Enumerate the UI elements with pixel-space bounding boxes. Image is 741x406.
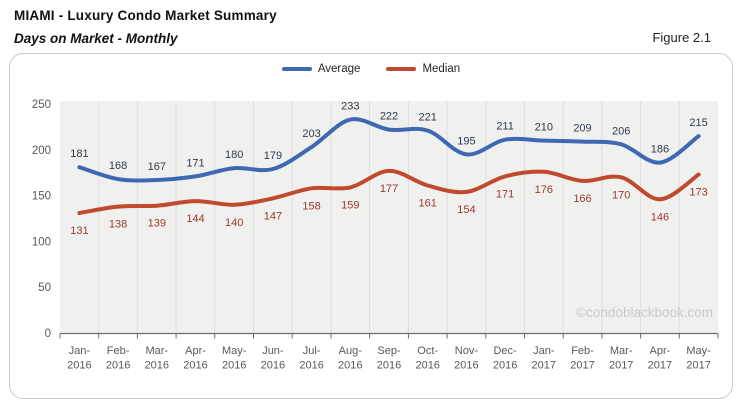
x-axis-tick-label: Mar-2016 [145, 345, 169, 372]
x-axis-tick-label: Jan-2016 [67, 345, 91, 372]
median-data-label: 139 [148, 218, 166, 230]
median-line-series [77, 168, 701, 215]
x-axis-tick-label: Jun-2016 [261, 345, 285, 372]
legend-item-median: Median [386, 63, 460, 75]
x-axis-tick-label: Apr-2017 [648, 345, 672, 372]
median-data-label: 161 [419, 198, 437, 210]
median-data-label: 147 [264, 210, 282, 222]
average-data-label: 171 [186, 157, 204, 169]
figure-label: Figure 2.1 [652, 30, 711, 45]
x-axis-tick-label: Dec-2016 [493, 345, 517, 372]
line-chart-plot: 0 50 100 150 200 250 Jan-2016 Feb-2016 Mar-2016 A… [32, 99, 719, 372]
median-data-label: 144 [186, 213, 204, 225]
page-subtitle: Days on Market - Monthly [14, 31, 178, 46]
average-data-label: 221 [419, 112, 437, 124]
x-axis-tick-label: Feb-2017 [570, 345, 594, 372]
average-data-label: 167 [148, 161, 166, 173]
median-data-label: 140 [225, 217, 243, 229]
median-data-label: 158 [302, 200, 320, 212]
median-data-label: 166 [573, 193, 591, 205]
median-data-label: 173 [689, 187, 707, 199]
average-data-label: 203 [302, 128, 320, 140]
average-data-label: 211 [496, 121, 514, 133]
median-data-label: 171 [496, 188, 514, 200]
average-data-label: 233 [341, 101, 359, 113]
average-data-label: 222 [380, 111, 398, 123]
x-axis-tick-label: May-2016 [222, 345, 247, 372]
y-axis-tick-label: 0 [45, 328, 51, 340]
average-data-label: 215 [689, 117, 707, 129]
legend-item-average: Average [281, 63, 361, 75]
average-data-label: 206 [612, 125, 630, 137]
median-data-label: 176 [535, 184, 553, 196]
median-data-label: 138 [109, 219, 127, 231]
average-line-swatch [281, 67, 312, 71]
y-axis-tick-label: 200 [32, 145, 51, 157]
median-line-swatch [386, 67, 417, 71]
x-axis-tick-label: Jan-2017 [532, 345, 556, 372]
chart-legend: Average Median [10, 63, 732, 75]
plot-background [60, 101, 718, 333]
x-axis-tick-label: Sep-2016 [377, 345, 401, 372]
x-axis-tick-label: Mar-2017 [609, 345, 633, 372]
page-title: MIAMI - Luxury Condo Market Summary [14, 8, 277, 23]
x-axis-tick-label: Oct-2016 [415, 345, 439, 372]
x-axis-tick-label: Nov-2016 [454, 345, 478, 372]
median-data-label: 131 [70, 225, 88, 237]
x-axis-tick-label: Jul-2016 [299, 345, 323, 372]
average-data-label: 179 [264, 150, 282, 162]
average-data-label: 181 [70, 148, 88, 160]
legend-label-median: Median [422, 63, 461, 75]
chart-frame: Average Median 0 50 100 150 200 250 Jan-2016 Fe… [9, 53, 733, 399]
average-data-label: 209 [573, 123, 591, 135]
average-data-label: 210 [535, 122, 553, 134]
average-data-label: 180 [225, 149, 243, 161]
y-axis-tick-label: 50 [38, 282, 51, 294]
average-data-label: 168 [109, 160, 127, 172]
y-axis-tick-label: 100 [32, 236, 51, 248]
legend-label-average: Average [317, 63, 361, 75]
median-data-label: 170 [612, 189, 630, 201]
y-axis-tick-label: 150 [32, 191, 51, 203]
median-data-label: 146 [651, 211, 669, 223]
x-axis-tick-label: Feb-2016 [106, 345, 130, 372]
median-data-label: 154 [457, 204, 475, 216]
y-axis-tick-label: 250 [32, 99, 51, 111]
median-data-label: 177 [380, 183, 398, 195]
average-line-series [77, 117, 701, 183]
median-data-label: 159 [341, 199, 359, 211]
watermark-text: ©condoblackbook.com [576, 305, 713, 320]
average-data-label: 186 [651, 144, 669, 156]
x-axis-tick-label: Aug-2016 [338, 345, 362, 372]
x-axis-tick-label: May-2017 [686, 345, 711, 372]
average-data-label: 195 [457, 135, 475, 147]
x-axis-tick-label: Apr-2016 [183, 345, 207, 372]
